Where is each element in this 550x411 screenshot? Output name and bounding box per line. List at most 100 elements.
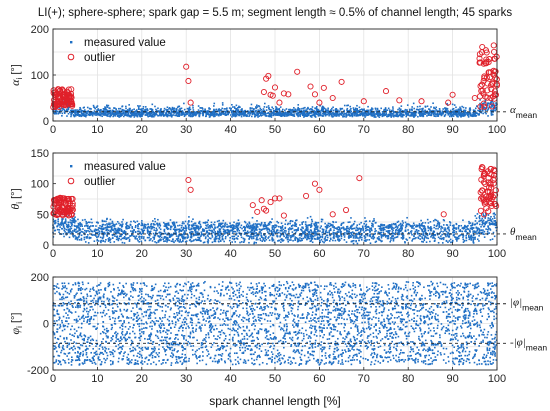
measured-point — [313, 237, 316, 240]
measured-point — [380, 234, 383, 236]
measured-point — [150, 223, 152, 226]
measured-point — [428, 108, 431, 111]
measured-point — [219, 230, 222, 233]
measured-point — [422, 241, 425, 243]
measured-point — [104, 114, 106, 116]
measured-point — [185, 240, 188, 242]
measured-point — [444, 107, 446, 109]
measured-point — [231, 226, 233, 229]
measured-point — [421, 222, 424, 224]
measured-point — [79, 114, 82, 116]
measured-point — [254, 228, 257, 230]
measured-point — [324, 114, 327, 117]
measured-point — [113, 233, 116, 236]
measured-point — [195, 113, 197, 116]
measured-point — [186, 236, 189, 238]
measured-point — [355, 229, 357, 232]
measured-point — [475, 231, 477, 233]
measured-point — [153, 223, 155, 226]
measured-point — [222, 112, 225, 114]
outlier-point — [479, 43, 486, 51]
measured-point — [113, 227, 116, 230]
measured-point — [474, 107, 477, 110]
measured-point — [208, 107, 210, 109]
measured-point — [64, 231, 66, 233]
measured-point — [376, 112, 379, 114]
measured-point — [355, 109, 357, 112]
measured-point — [342, 226, 345, 229]
measured-point — [94, 107, 96, 110]
measured-point — [105, 108, 108, 111]
measured-point — [188, 111, 191, 113]
measured-point — [90, 108, 92, 110]
measured-point — [326, 113, 329, 116]
measured-point — [482, 102, 485, 105]
measured-point — [130, 113, 133, 116]
measured-point — [124, 234, 127, 236]
measured-point — [157, 241, 160, 243]
measured-point — [436, 223, 439, 225]
measured-point — [365, 114, 367, 117]
measured-point — [465, 239, 468, 242]
measured-point — [223, 233, 226, 235]
measured-point — [284, 226, 287, 229]
measured-point — [253, 112, 256, 114]
measured-point — [195, 233, 197, 235]
measured-point — [129, 108, 131, 111]
measured-point — [246, 223, 249, 225]
measured-point — [410, 115, 413, 117]
measured-point — [458, 114, 461, 116]
measured-point — [431, 232, 434, 235]
measured-point — [233, 235, 236, 238]
measured-point — [399, 111, 402, 113]
measured-point — [424, 222, 427, 224]
measured-point — [97, 109, 99, 112]
measured-point — [443, 219, 446, 222]
measured-point — [239, 226, 242, 229]
measured-point — [61, 220, 63, 223]
measured-point — [303, 230, 306, 233]
measured-point — [476, 222, 479, 224]
measured-point — [495, 106, 498, 109]
measured-point — [135, 110, 138, 112]
measured-point — [304, 221, 307, 223]
measured-point — [343, 115, 346, 118]
measured-point — [96, 112, 99, 114]
measured-point — [225, 108, 227, 110]
measured-point — [357, 114, 359, 116]
measured-point — [165, 112, 168, 114]
measured-point — [87, 110, 90, 112]
measured-point — [206, 230, 208, 232]
measured-point — [77, 218, 79, 221]
measured-point — [283, 235, 285, 238]
measured-point — [429, 221, 432, 223]
measured-point — [144, 110, 147, 113]
measured-point — [317, 230, 319, 233]
measured-point — [482, 213, 485, 215]
measured-point — [249, 225, 251, 228]
measured-point — [85, 114, 88, 117]
measured-point — [349, 236, 351, 239]
measured-point — [332, 109, 335, 112]
measured-point — [251, 112, 254, 114]
measured-point — [460, 224, 463, 227]
measured-point — [278, 109, 281, 111]
measured-point — [346, 107, 349, 110]
measured-point — [79, 228, 81, 230]
measured-point — [345, 112, 347, 115]
measured-point — [473, 115, 476, 117]
measured-point — [96, 113, 99, 115]
measured-point — [390, 116, 393, 118]
measured-point — [361, 108, 363, 110]
measured-point — [386, 226, 388, 229]
measured-point — [248, 227, 251, 230]
measured-point — [336, 111, 338, 114]
measured-point — [137, 227, 140, 230]
measured-point — [347, 227, 349, 230]
measured-point — [293, 106, 295, 109]
measured-point — [260, 114, 263, 117]
measured-point — [443, 114, 446, 117]
measured-point — [396, 115, 399, 118]
measured-point — [255, 234, 258, 236]
